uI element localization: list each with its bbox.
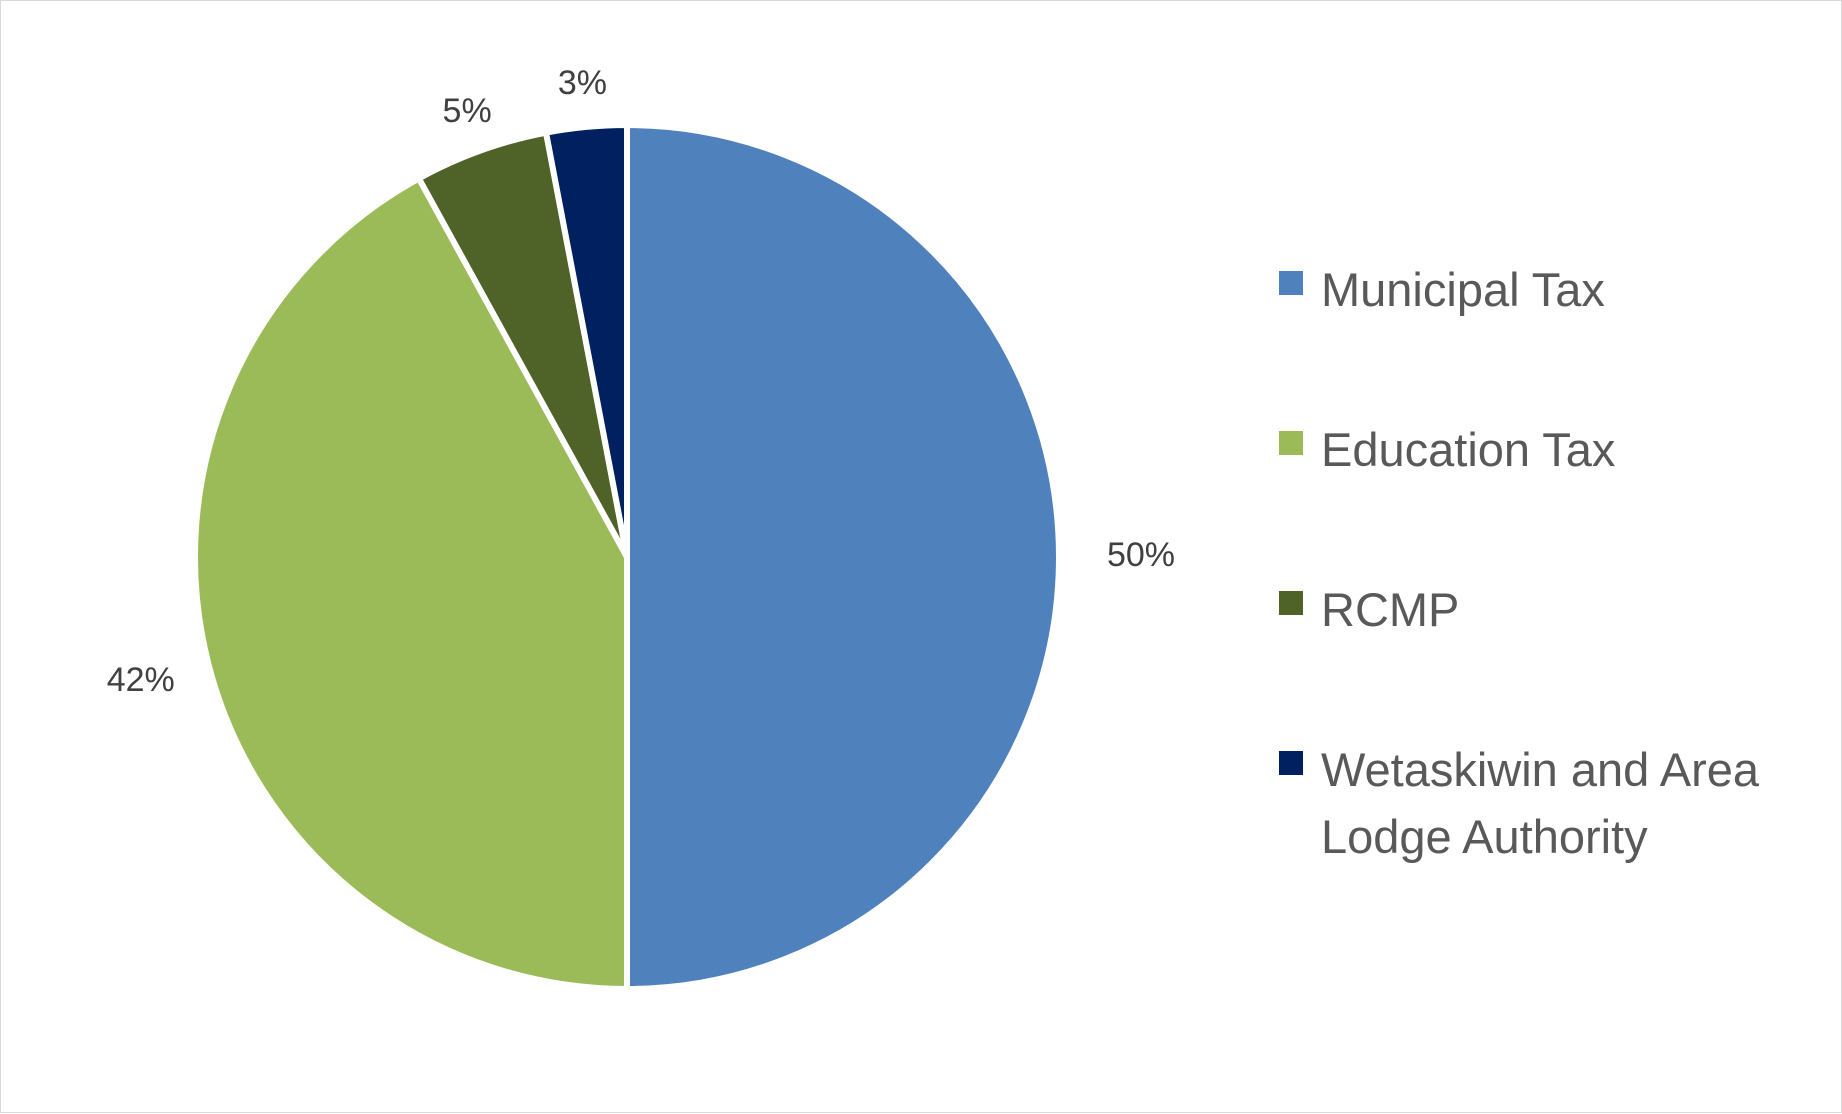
legend-label: Municipal Tax [1321,263,1605,316]
legend-item-rcmp: RCMP [1279,576,1811,643]
pie-slice-municipal-tax [624,122,1062,992]
legend-swatch [1279,431,1303,455]
legend-item-education-tax: Education Tax [1279,416,1811,483]
pie-slice-wetaskiwin-lodge-authority [543,122,630,560]
data-label-wetaskiwin-lodge-authority: 3% [558,64,607,102]
legend-swatch [1279,271,1303,295]
legend-item-municipal-tax: Municipal Tax [1279,256,1811,323]
pie-slice-education-tax [192,175,630,992]
legend-label: Wetaskiwin and Area Lodge Authority [1321,743,1760,863]
legend-swatch [1279,751,1303,775]
legend-swatch [1279,591,1303,615]
data-label-municipal-tax: 50% [1107,536,1175,574]
legend-label: Education Tax [1321,423,1616,476]
legend-item-wetaskiwin-lodge-authority: Wetaskiwin and Area Lodge Authority [1279,736,1811,870]
data-label-rcmp: 5% [443,92,492,130]
pie-slices [192,122,1062,992]
data-label-education-tax: 42% [107,661,175,699]
legend-label: RCMP [1321,583,1460,636]
pie-data-labels: 50% 42% 5% 3% [107,64,1175,699]
